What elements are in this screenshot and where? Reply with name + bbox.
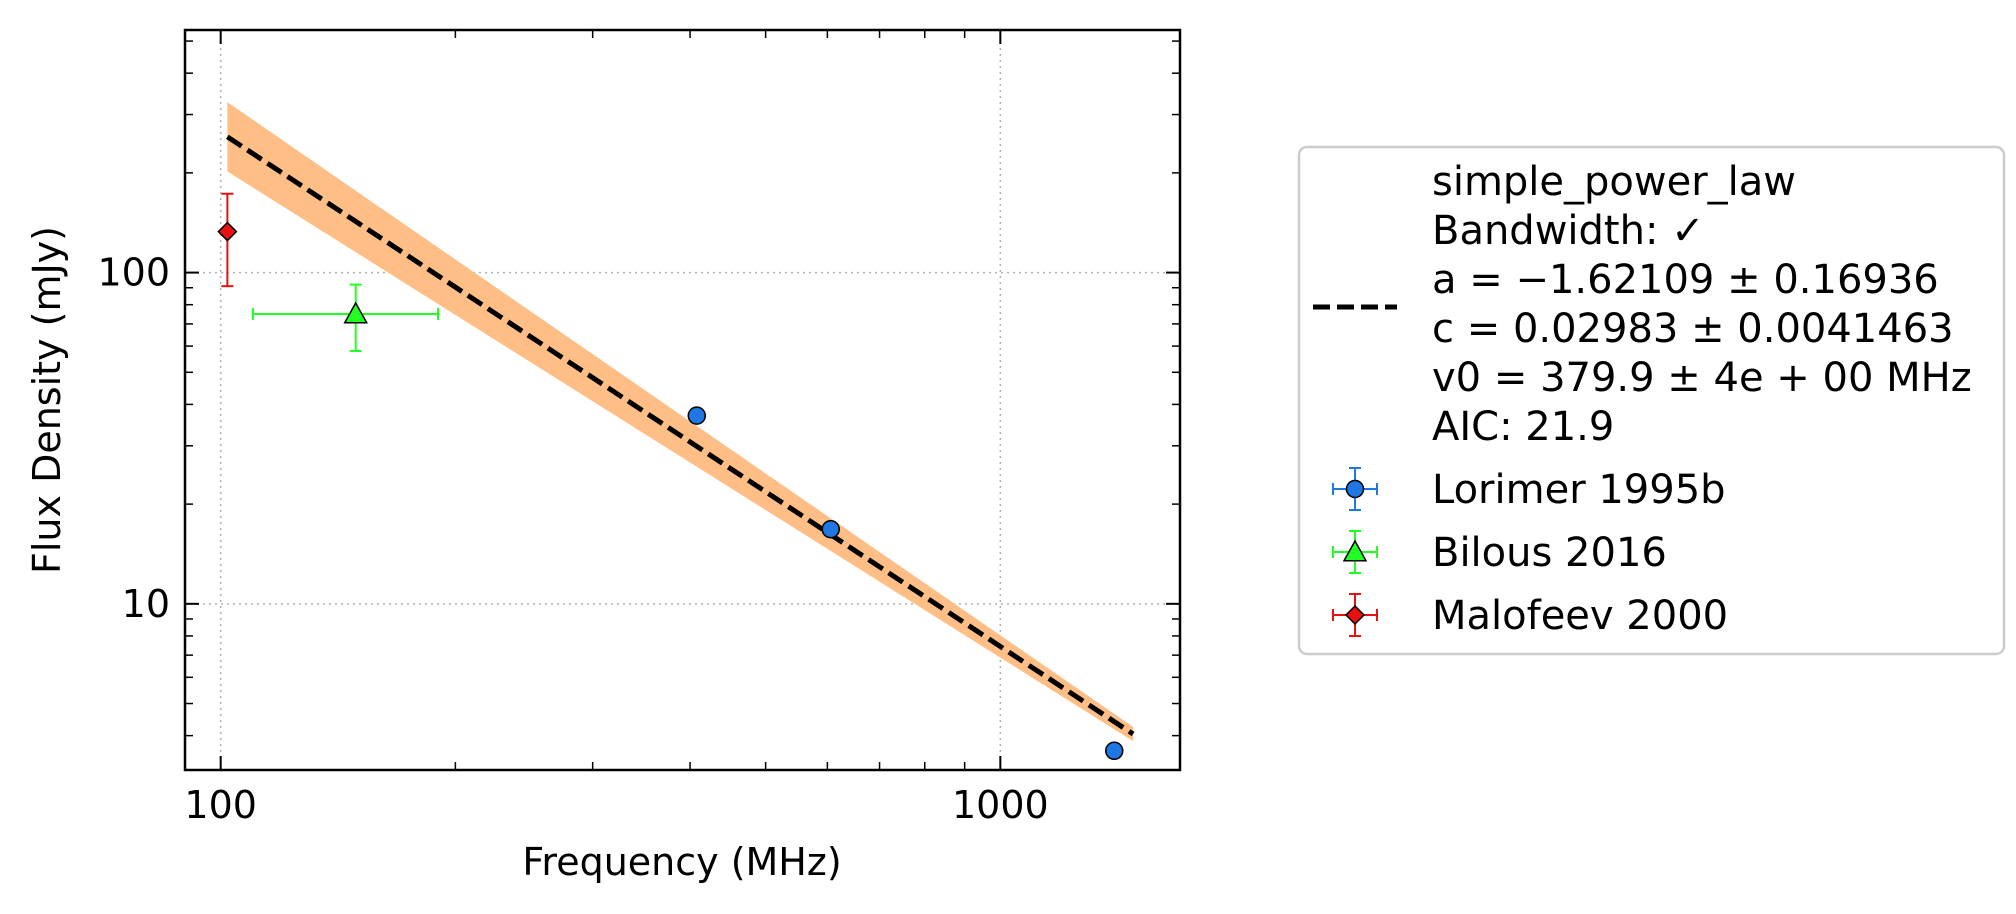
fit-uncertainty-band	[227, 102, 1134, 742]
malofeev-2000-point	[217, 221, 238, 242]
y-tick-label: 100	[97, 251, 170, 295]
legend-marker-bilous-2016	[1342, 539, 1368, 562]
lorimer-1995b-point	[1105, 741, 1124, 761]
legend-series-lorimer: Lorimer 1995b	[1432, 467, 1726, 513]
plot-frame	[183, 28, 1182, 772]
legend: simple_power_law Bandwidth: ✓ a = −1.621…	[1297, 145, 2006, 656]
fit-band	[227, 102, 1134, 742]
legend-fit-line-4: c = 0.02983 ± 0.0041463	[1432, 306, 1954, 352]
legend-marker-lorimer-1995b	[1345, 479, 1365, 499]
y-tick-label: 10	[122, 582, 170, 626]
legend-fit-line-3: a = −1.62109 ± 0.16936	[1432, 257, 1939, 303]
legend-frame	[1297, 145, 2006, 656]
tick-labels: 100 1000 10 100	[97, 251, 1048, 827]
legend-fit-line-6: AIC: 21.9	[1432, 404, 1614, 450]
legend-series-bilous: Bilous 2016	[1432, 530, 1667, 576]
x-tick-label: 100	[184, 783, 257, 827]
data-points	[217, 192, 1124, 761]
fit-dashed-line	[226, 134, 1135, 737]
grid	[185, 30, 1180, 770]
y-axis-label: Flux Density (mJy)	[25, 226, 69, 574]
x-axis-label: Frequency (MHz)	[522, 840, 841, 884]
legend-fit-line-5: v0 = 379.9 ± 4e + 00 MHz	[1432, 355, 1972, 401]
legend-markers	[1332, 467, 1378, 637]
axis-ticks	[185, 30, 1180, 770]
lorimer-1995b-point	[821, 519, 840, 539]
legend-marker-malofeev-2000	[1344, 604, 1366, 626]
lorimer-1995b-point	[687, 406, 707, 425]
legend-fit-line-1: simple_power_law	[1432, 159, 1796, 205]
bilous-2016-point	[343, 301, 368, 324]
fit-line	[226, 134, 1135, 737]
legend-fit-line-2: Bandwidth: ✓	[1432, 208, 1705, 254]
legend-series-malofeev: Malofeev 2000	[1432, 593, 1728, 639]
x-tick-label: 1000	[952, 783, 1049, 827]
